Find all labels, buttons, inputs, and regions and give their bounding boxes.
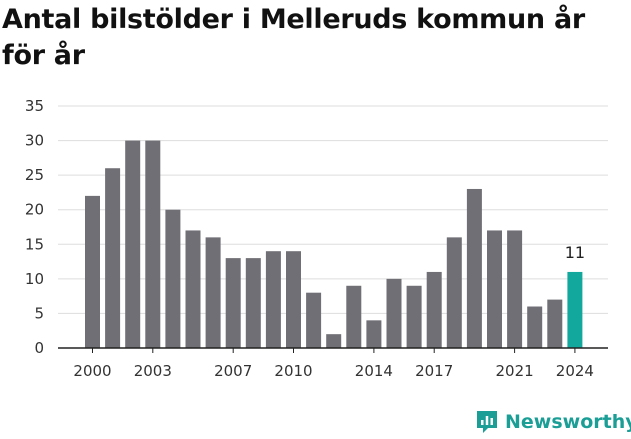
- bar-2008: [245, 258, 261, 348]
- bar-2019: [466, 188, 482, 348]
- x-tick-label: 2010: [274, 362, 312, 380]
- y-tick-label: 30: [25, 132, 44, 150]
- bar-2002: [125, 140, 141, 348]
- bar-2014: [366, 320, 382, 348]
- bar-2020: [487, 230, 502, 348]
- x-tick-label: 2024: [556, 362, 594, 380]
- y-tick-label: 15: [25, 235, 44, 253]
- bar-2012: [326, 334, 342, 348]
- x-tick-label: 2021: [496, 362, 534, 380]
- bar-2001: [105, 168, 121, 348]
- y-tick-label: 35: [25, 97, 44, 115]
- y-tick-label: 0: [34, 339, 44, 357]
- bar-2004: [165, 209, 181, 348]
- chart-title: Antal bilstölder i Melleruds kommun år f…: [2, 4, 585, 71]
- bar-2018: [446, 237, 462, 348]
- bar-2010: [286, 251, 301, 348]
- data-labels: 11: [565, 243, 585, 262]
- brand-logo: Newsworthy: [475, 408, 631, 436]
- bar-2017: [426, 271, 442, 348]
- bar-2013: [346, 285, 362, 348]
- y-tick-label: 5: [34, 304, 44, 322]
- data-label-2024: 11: [565, 243, 585, 262]
- bar-2023: [547, 299, 563, 348]
- x-tick-label: 2000: [73, 362, 111, 380]
- bar-2015: [386, 278, 402, 348]
- y-tick-label: 10: [25, 270, 44, 288]
- bar-2011: [306, 292, 322, 348]
- newsworthy-logo-icon: [477, 411, 497, 433]
- x-tick-label: 2007: [214, 362, 252, 380]
- x-tick-label: 2014: [355, 362, 393, 380]
- gridlines: [58, 105, 608, 314]
- bar-2006: [205, 237, 221, 348]
- x-axis: 2000 2003 2007 2010 2014 2017 2021 2024: [58, 347, 608, 380]
- bar-2016: [406, 285, 422, 348]
- bar-2009: [265, 251, 281, 348]
- y-tick-label: 20: [25, 201, 44, 219]
- bars: [85, 140, 583, 348]
- bar-2024: [567, 271, 583, 348]
- bar-2000: [85, 195, 100, 348]
- bar-2003: [145, 140, 161, 348]
- brand-name: Newsworthy: [505, 411, 631, 433]
- bar-2022: [527, 306, 543, 348]
- bar-2021: [507, 230, 523, 348]
- x-tick-label: 2017: [415, 362, 453, 380]
- bar-2005: [185, 230, 201, 348]
- x-tick-label: 2003: [134, 362, 172, 380]
- y-axis-ticks: 0 5 10 15 20 25 30 35: [25, 97, 44, 357]
- y-tick-label: 25: [25, 166, 44, 184]
- bar-2007: [225, 258, 241, 348]
